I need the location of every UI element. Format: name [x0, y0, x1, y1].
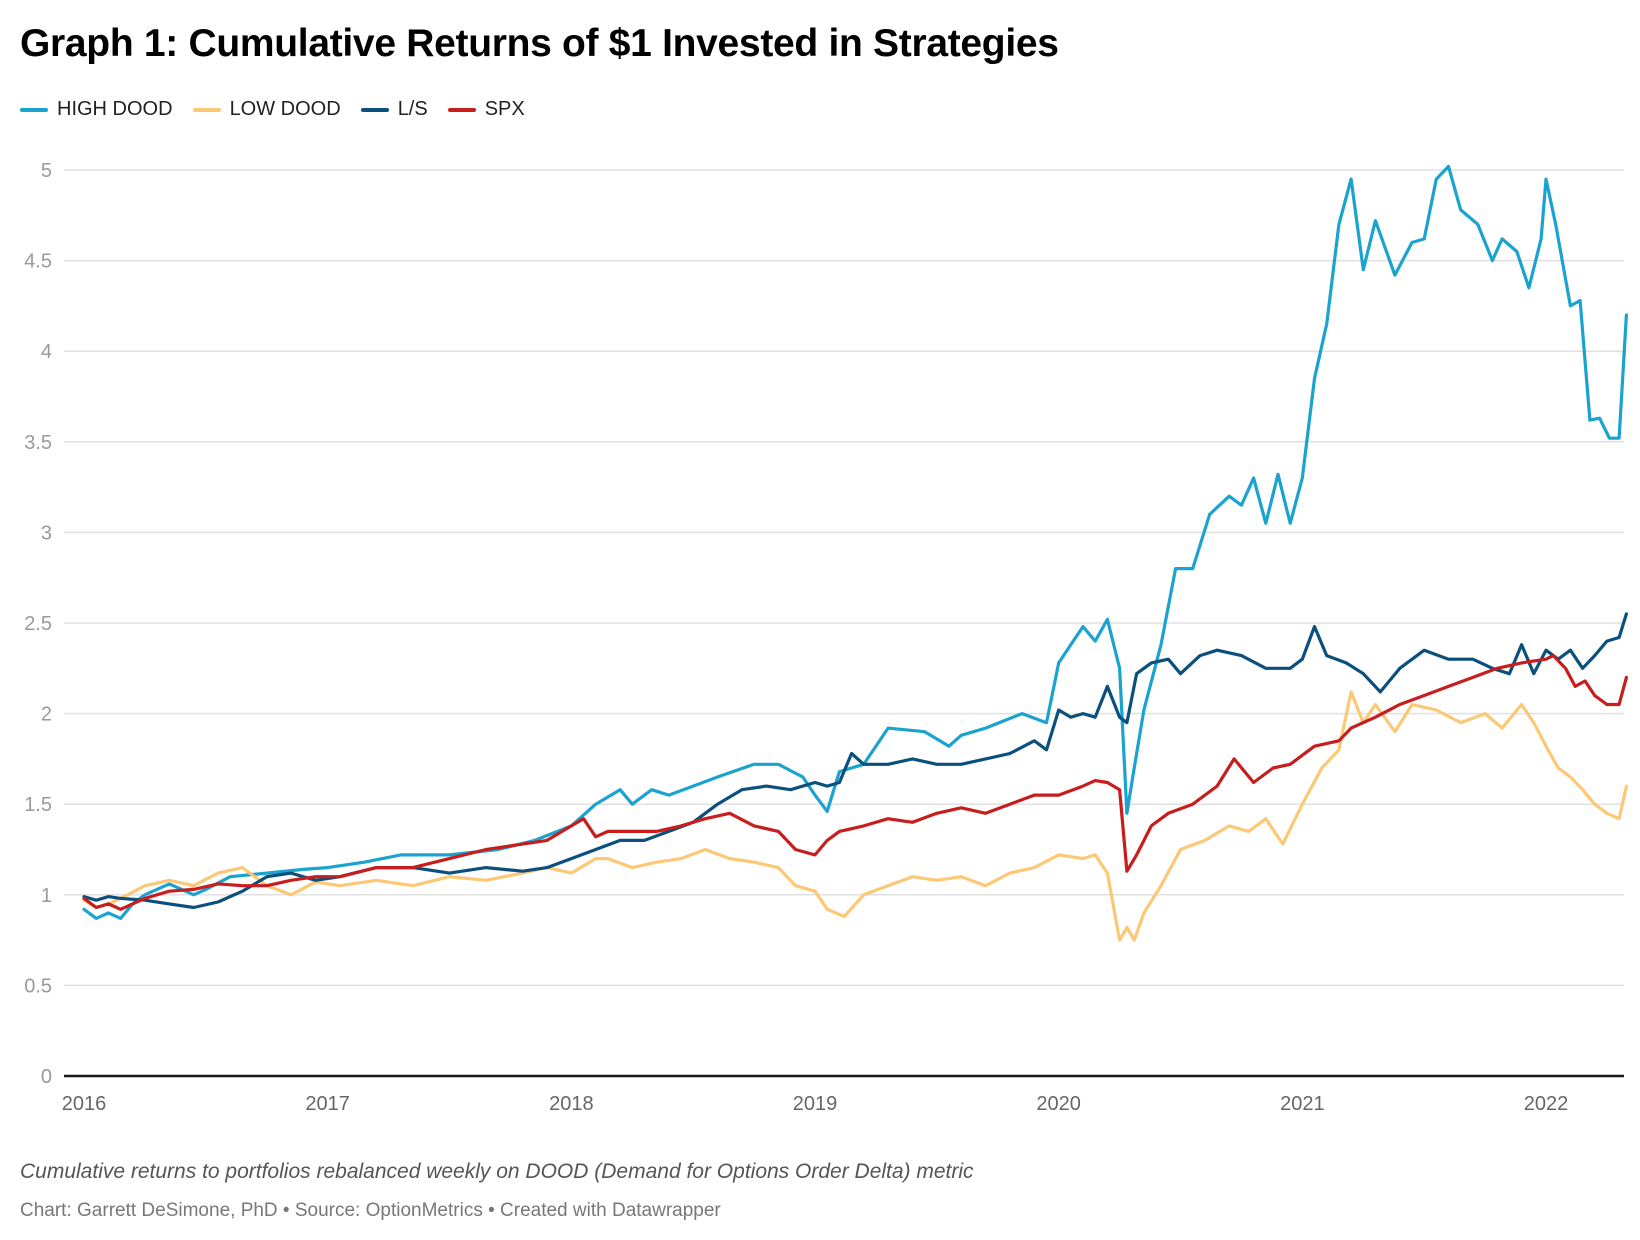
- y-tick-label: 0: [41, 1066, 52, 1088]
- grid-lines: [64, 169, 1624, 987]
- line-chart: 00.511.522.533.544.55 2016 2017 2018 2019 20…: [24, 160, 1629, 1115]
- x-tick-label: 2020: [1036, 1093, 1081, 1115]
- legend-item-spx: SPX: [447, 98, 525, 121]
- legend-item-low-dood: LOW DOOD: [192, 98, 341, 121]
- legend-label-low-dood: LOW DOOD: [229, 98, 341, 120]
- x-tick-label: 2016: [62, 1093, 107, 1115]
- legend-swatch-ls: [360, 107, 389, 112]
- chart-notes: Cumulative returns to portfolios rebalan…: [20, 1160, 974, 1183]
- series-line-high-dood: [82, 164, 1629, 921]
- x-axis-tick-labels: 2016 2017 2018 2019 2020 2021 2022: [62, 1093, 1569, 1115]
- legend-swatch-spx: [447, 107, 476, 112]
- y-axis-tick-labels: 0 0.5 1 1.5 2 2.5 3 3.5 4 4.5 5: [24, 160, 52, 1088]
- x-tick-label: 2021: [1280, 1093, 1325, 1115]
- chart-title: Graph 1: Cumulative Returns of $1 Invest…: [20, 22, 1059, 65]
- y-tick-label: 1.5: [24, 794, 52, 816]
- y-tick-label: 4.5: [24, 251, 52, 273]
- legend-label-ls: L/S: [397, 98, 428, 120]
- y-tick-label: 3: [41, 522, 52, 544]
- legend-item-ls: L/S: [360, 98, 428, 121]
- y-tick-label: 3.5: [24, 432, 52, 454]
- legend-label-high-dood: HIGH DOOD: [57, 98, 173, 120]
- legend: HIGH DOOD LOW DOOD L/S SPX: [20, 98, 545, 121]
- x-tick-label: 2019: [793, 1093, 838, 1115]
- y-tick-label: 5: [41, 160, 52, 182]
- y-tick-label: 2.5: [24, 613, 52, 635]
- series-line-low-dood: [82, 690, 1629, 942]
- chart-byline: Chart: Garrett DeSimone, PhD • Source: O…: [20, 1200, 721, 1221]
- legend-label-spx: SPX: [484, 98, 525, 120]
- y-tick-label: 2: [41, 704, 52, 726]
- y-tick-label: 1: [41, 885, 52, 907]
- series-line-l-s: [82, 612, 1629, 910]
- x-tick-label: 2018: [549, 1093, 594, 1115]
- legend-item-high-dood: HIGH DOOD: [20, 98, 173, 121]
- legend-swatch-low-dood: [192, 107, 221, 112]
- x-tick-label: 2017: [305, 1093, 350, 1115]
- y-tick-label: 4: [41, 341, 52, 363]
- legend-swatch-high-dood: [20, 107, 48, 112]
- y-tick-label: 0.5: [24, 975, 52, 997]
- x-tick-label: 2022: [1524, 1093, 1569, 1115]
- series-lines: [82, 164, 1629, 942]
- series-line-spx: [82, 653, 1629, 911]
